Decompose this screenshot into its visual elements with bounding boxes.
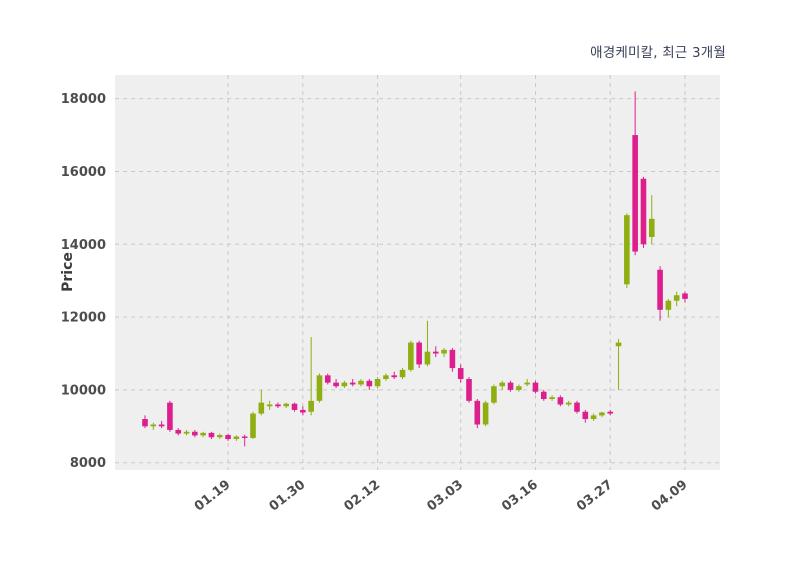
candle-body — [192, 431, 198, 436]
x-tick-label: 04.09 — [649, 477, 691, 514]
candle-body — [491, 386, 497, 403]
y-tick-label: 16000 — [61, 165, 106, 180]
x-tick-label: 01.30 — [267, 477, 309, 514]
candle-body — [499, 382, 506, 387]
candle-body — [532, 382, 539, 392]
candle-body — [324, 375, 331, 383]
candle-body — [316, 375, 323, 401]
candle-body — [416, 342, 422, 365]
candle-body — [516, 386, 522, 390]
candle-body — [657, 269, 663, 310]
candle-body — [549, 397, 555, 400]
candle-body — [665, 300, 672, 310]
x-tick-label: 03.27 — [574, 477, 616, 514]
candle-body — [524, 382, 530, 385]
candle-body — [142, 419, 148, 427]
x-tick-label: 01.19 — [192, 477, 234, 514]
candle-body — [208, 432, 215, 438]
candle-body — [590, 415, 597, 420]
candle-body — [482, 402, 489, 425]
candle-body — [648, 218, 655, 238]
candle-body — [540, 391, 547, 400]
candle-body — [175, 429, 182, 434]
candle-body — [399, 369, 406, 378]
candle-body — [432, 351, 439, 354]
candle-body — [607, 411, 614, 414]
candle-body — [283, 403, 290, 407]
candle-body — [150, 424, 157, 427]
candle-body — [474, 400, 481, 425]
candle-body — [225, 435, 231, 440]
candle-body — [441, 349, 447, 354]
candle-body — [424, 351, 431, 365]
candle-body — [216, 435, 223, 438]
y-tick-label: 14000 — [61, 238, 106, 253]
candle-body — [582, 411, 589, 420]
candle-body — [233, 436, 240, 440]
candle-body — [466, 378, 472, 401]
candle-body — [366, 380, 373, 387]
candle-body — [183, 431, 190, 434]
candle-body — [615, 342, 622, 347]
candle-body — [308, 400, 314, 412]
candle-body — [457, 368, 464, 379]
candle-body — [557, 397, 564, 405]
y-tick-label: 10000 — [61, 383, 106, 398]
candle-body — [241, 436, 248, 438]
candle-body — [275, 404, 281, 407]
x-tick-label: 02.12 — [341, 477, 383, 514]
candle-body — [374, 378, 381, 387]
candle-body — [291, 403, 298, 410]
candle-body — [200, 432, 206, 436]
candle-body — [574, 402, 580, 412]
candle-body — [158, 424, 165, 427]
candle-body — [383, 375, 389, 379]
candle-body — [565, 402, 572, 405]
candle-body — [599, 412, 605, 416]
chart-title: 애경케미칼, 최근 3개월 — [590, 45, 726, 61]
candle-body — [300, 409, 306, 413]
x-tick-label: 03.16 — [499, 477, 541, 514]
candle-body — [349, 382, 356, 385]
candle-body — [682, 293, 688, 299]
y-tick-label: 18000 — [61, 92, 106, 107]
candle-body — [449, 349, 456, 369]
plot-background — [115, 75, 720, 470]
candle-body — [258, 402, 265, 414]
candle-body — [333, 382, 339, 387]
candle-body — [341, 382, 348, 387]
candle-body — [358, 380, 364, 385]
candle-body — [632, 135, 638, 252]
candle-body — [624, 215, 630, 285]
candle-body — [408, 342, 414, 370]
candle-body — [250, 413, 256, 438]
candle-body — [266, 404, 273, 407]
candle-body — [391, 375, 398, 378]
candle-body — [640, 178, 647, 245]
y-tick-label: 8000 — [70, 456, 106, 471]
candle-body — [673, 295, 680, 301]
candle-body — [167, 402, 173, 430]
y-tick-label: 12000 — [61, 311, 106, 326]
x-tick-label: 03.03 — [425, 477, 467, 514]
candle-body — [507, 382, 514, 390]
